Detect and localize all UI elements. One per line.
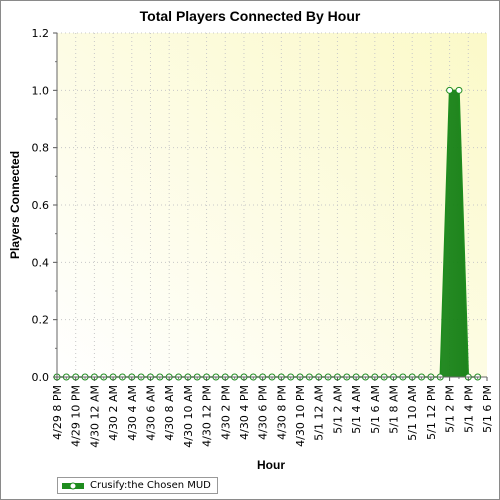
legend-swatch-icon	[62, 481, 84, 491]
x-tick-label: 5/1 4 AM	[350, 385, 363, 434]
x-tick-label: 4/30 12 PM	[201, 385, 214, 447]
data-point	[455, 86, 463, 94]
x-tick-label: 5/1 8 AM	[388, 385, 401, 434]
y-tick-label: 0.8	[32, 142, 50, 155]
chart-title: Total Players Connected By Hour	[139, 8, 361, 24]
x-tick-label: 5/1 4 PM	[462, 385, 475, 433]
x-tick-label: 4/30 8 AM	[163, 385, 176, 441]
data-point	[446, 86, 454, 94]
x-tick-label: 4/30 2 AM	[107, 385, 120, 441]
x-tick-label: 4/30 10 AM	[182, 385, 195, 448]
x-tick-label: 5/1 2 AM	[331, 385, 344, 434]
x-tick-label: 5/1 12 PM	[425, 385, 438, 440]
x-tick-label: 4/30 10 PM	[294, 385, 307, 447]
x-axis-label: Hour	[257, 458, 285, 472]
x-tick-label: 4/30 12 AM	[88, 385, 101, 448]
plot-background	[57, 33, 487, 377]
x-tick-label: 4/30 6 AM	[144, 385, 157, 441]
x-tick-label: 4/30 4 PM	[238, 385, 251, 440]
x-tick-label: 4/30 6 PM	[257, 385, 270, 440]
axes: 0.0 0.2 0.4 0.6 0.8 1.0 1.2 4/29 8 PM 4/29 10 PM…	[32, 27, 495, 448]
legend: Crusify:the Chosen MUD	[57, 477, 218, 494]
y-tick-label: 1.0	[32, 84, 50, 97]
x-tick-label: 4/30 2 PM	[219, 385, 232, 440]
x-tick-label: 5/1 2 PM	[444, 385, 457, 433]
x-tick-label: 5/1 12 AM	[313, 385, 326, 441]
x-tick-label: 5/1 6 AM	[369, 385, 382, 434]
y-tick-label: 1.2	[32, 27, 50, 40]
x-tick-label: 5/1 10 AM	[406, 385, 419, 441]
y-tick-label: 0.6	[32, 199, 50, 212]
y-tick-label: 0.2	[32, 314, 50, 327]
x-tick-label: 5/1 6 PM	[481, 385, 494, 433]
x-tick-label: 4/29 8 PM	[51, 385, 64, 440]
legend-label: Crusify:the Chosen MUD	[90, 480, 211, 491]
x-tick-label: 4/30 4 AM	[126, 385, 139, 441]
grid-lines	[57, 32, 487, 377]
y-axis-label: Players Connected	[8, 151, 22, 259]
x-tick-label: 4/29 10 PM	[70, 385, 83, 447]
y-tick-label: 0.0	[32, 371, 50, 384]
y-tick-label: 0.4	[32, 256, 50, 269]
x-tick-label: 4/30 8 PM	[275, 385, 288, 440]
